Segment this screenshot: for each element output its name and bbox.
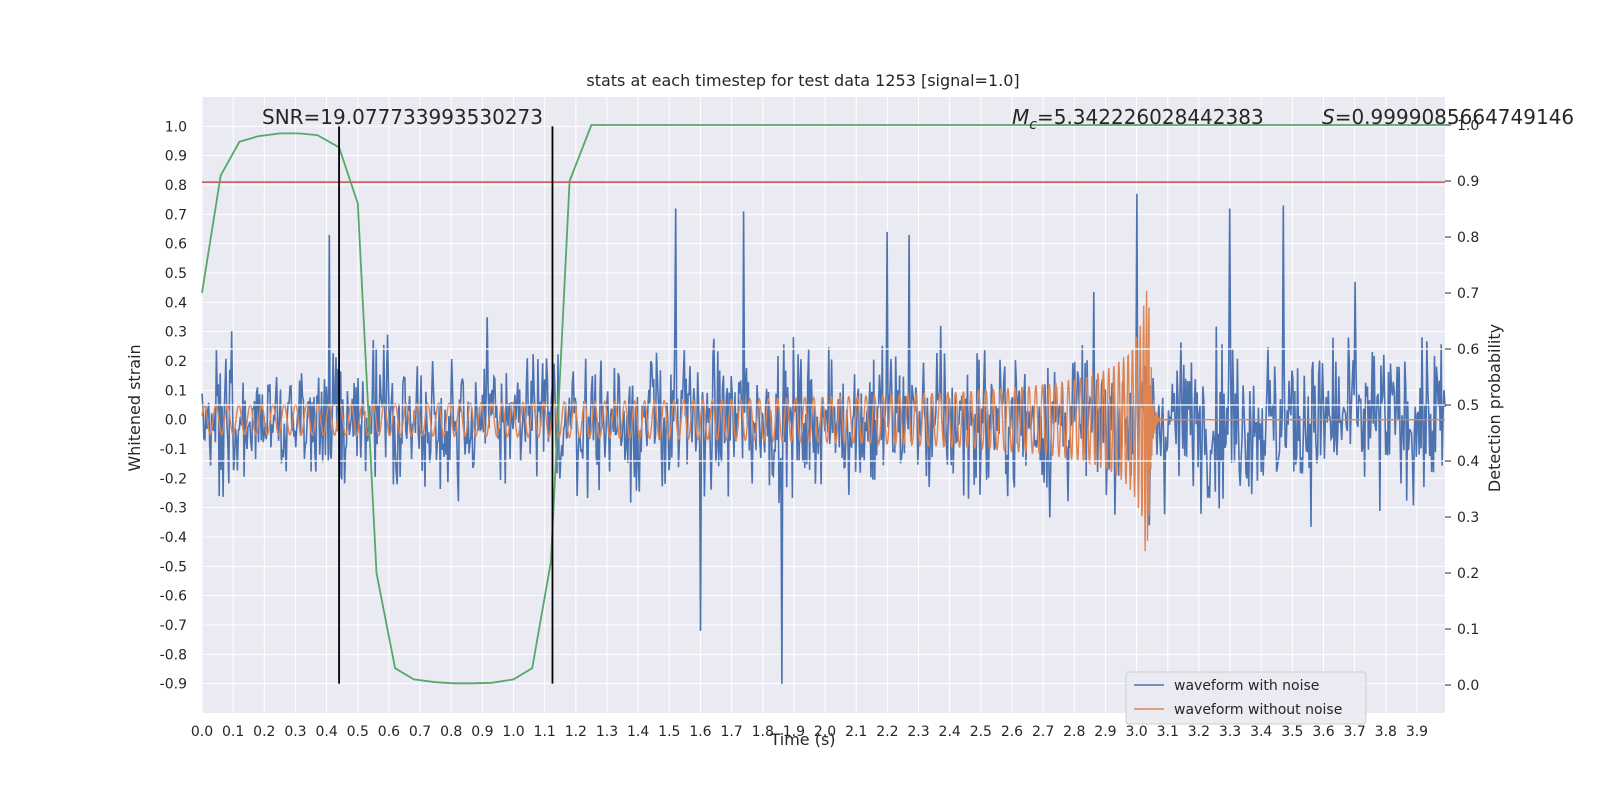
y-tick-label: 0.1: [165, 383, 187, 399]
x-tick-label: 3.6: [1312, 724, 1334, 740]
x-tick-label: 1.0: [502, 724, 524, 740]
x-tick-label: 0.3: [284, 724, 306, 740]
chirp-mass-value: =5.342226028442383: [1037, 105, 1264, 129]
noise-waveform-line: [201, 193, 1446, 684]
probability-line: [201, 124, 1445, 685]
chart-title: stats at each timestep for test data 125…: [586, 71, 1019, 90]
x-tick-label: 2.4: [939, 724, 961, 740]
y-tick-label: -0.7: [160, 618, 187, 634]
y-tick-label: 0.2: [165, 354, 187, 370]
series-waveform-without-noise: [201, 290, 1445, 552]
x-tick-label: 0.9: [471, 724, 493, 740]
x-tick-label: 0.4: [315, 724, 337, 740]
y-axis-label: Whitened strain: [125, 344, 144, 471]
y2-tick-label: 1.0: [1457, 118, 1479, 134]
x-tick-label: 3.1: [1157, 724, 1179, 740]
x-tick-label: 0.7: [409, 724, 431, 740]
legend-box: [1125, 671, 1367, 725]
x-tick-label: 3.0: [1125, 724, 1147, 740]
y2-tick-label: 0.9: [1457, 174, 1479, 190]
x-tick-label: 3.9: [1406, 724, 1428, 740]
score-annotation: S=0.9999085664749146: [1322, 105, 1574, 129]
legend-label-clean: waveform without noise: [1174, 702, 1342, 718]
x-tick-label: 1.7: [720, 724, 742, 740]
legend-label-noise: waveform with noise: [1174, 678, 1319, 694]
y-tick-label: -0.4: [160, 530, 187, 546]
x-tick-label: 1.9: [783, 724, 805, 740]
x-tick-label: 3.7: [1344, 724, 1366, 740]
y2-tick-label: 0.6: [1457, 342, 1479, 358]
y2-tick-label: 0.0: [1457, 678, 1479, 694]
x-axis-label: Time (s): [769, 730, 835, 749]
x-tick-label: 2.5: [970, 724, 992, 740]
y-tick-label: 0.0: [165, 413, 187, 429]
series-waveform-with-noise: [201, 193, 1446, 684]
x-tick-label: 2.0: [814, 724, 836, 740]
y-tick-label: 0.3: [165, 325, 187, 341]
y-tick-label: 0.4: [165, 295, 187, 311]
x-tick-label: 1.4: [627, 724, 649, 740]
snr-annotation: SNR=19.077733993530273: [262, 105, 543, 129]
y-tick-label: 0.8: [165, 178, 187, 194]
x-tick-label: 2.8: [1063, 724, 1085, 740]
x-tick-label: 0.1: [222, 724, 244, 740]
x-tick-label: 3.2: [1188, 724, 1210, 740]
y-tick-label: -0.1: [160, 442, 187, 458]
x-tick-label: 2.9: [1094, 724, 1116, 740]
x-tick-label: 3.3: [1219, 724, 1241, 740]
x-tick-label: 2.2: [876, 724, 898, 740]
y-tick-label: 1.0: [165, 119, 187, 135]
y2-tick-label: 0.7: [1457, 286, 1479, 302]
y-tick-label: 0.5: [165, 266, 187, 282]
chirp-mass-subscript: c: [1029, 117, 1037, 133]
y-tick-label: -0.2: [160, 471, 187, 487]
y-tick-label: 0.6: [165, 237, 187, 253]
x-tick-label: 1.6: [689, 724, 711, 740]
y-tick-label: -0.3: [160, 501, 187, 517]
chirp-mass-annotation: Mc=5.342226028442383: [1012, 105, 1264, 133]
clean-waveform-line: [201, 290, 1445, 552]
x-tick-label: 1.1: [534, 724, 556, 740]
y2-tick-label: 0.3: [1457, 510, 1479, 526]
y2-tick-label: 0.4: [1457, 454, 1479, 470]
y-tick-labels: 1.0 0.9 0.8 0.7 0.6 0.5 0.4 0.3 0.2 0.1 0.0 -0.1 -0.…: [160, 119, 187, 692]
y2-axis-label: Detection probability: [1485, 324, 1504, 492]
x-tick-label: 2.1: [845, 724, 867, 740]
y-tick-label: 0.7: [165, 207, 187, 223]
x-tick-label: 3.8: [1375, 724, 1397, 740]
score-value: =0.9999085664749146: [1335, 105, 1574, 129]
x-tick-label: 0.0: [191, 724, 213, 740]
y-tick-label: -0.8: [160, 647, 187, 663]
series-detection-probability: [201, 124, 1445, 685]
x-tick-label: 2.3: [907, 724, 929, 740]
y-tick-label: -0.6: [160, 589, 187, 605]
y2-tick-labels: 1.0 0.9 0.8 0.7 0.6 0.5 0.4 0.3 0.2 0.1 0.0: [1445, 118, 1479, 694]
x-tick-label: 1.2: [565, 724, 587, 740]
x-tick-label: 0.8: [440, 724, 462, 740]
vertical-markers: [338, 126, 554, 684]
score-symbol: S: [1322, 105, 1335, 129]
y2-tick-label: 0.8: [1457, 230, 1479, 246]
chirp-mass-symbol: M: [1012, 105, 1029, 129]
y2-tick-label: 0.2: [1457, 566, 1479, 582]
right-axis-gridlines: [202, 348, 1445, 462]
legend: waveform with noise waveform without noi…: [1125, 671, 1367, 725]
x-tick-label: 1.8: [752, 724, 774, 740]
x-tick-label: 0.5: [347, 724, 369, 740]
y2-tick-label: 0.1: [1457, 622, 1479, 638]
x-tick-label: 2.6: [1001, 724, 1023, 740]
y-tick-label: -0.5: [160, 559, 187, 575]
x-tick-label: 0.6: [378, 724, 400, 740]
y-tick-label: 0.9: [165, 149, 187, 165]
x-tick-label: 3.4: [1250, 724, 1272, 740]
x-tick-label: 0.2: [253, 724, 275, 740]
x-tick-label: 1.3: [596, 724, 618, 740]
x-tick-label: 1.5: [658, 724, 680, 740]
x-tick-label: 2.7: [1032, 724, 1054, 740]
x-tick-labels: 0.0 0.1 0.2 0.3 0.4 0.5 0.6 0.7 0.8 0.9 1.0 1.1 1.2 1…: [191, 724, 1428, 740]
y-tick-label: -0.9: [160, 677, 187, 693]
x-tick-label: 3.5: [1281, 724, 1303, 740]
y2-tick-label: 0.5: [1457, 398, 1479, 414]
